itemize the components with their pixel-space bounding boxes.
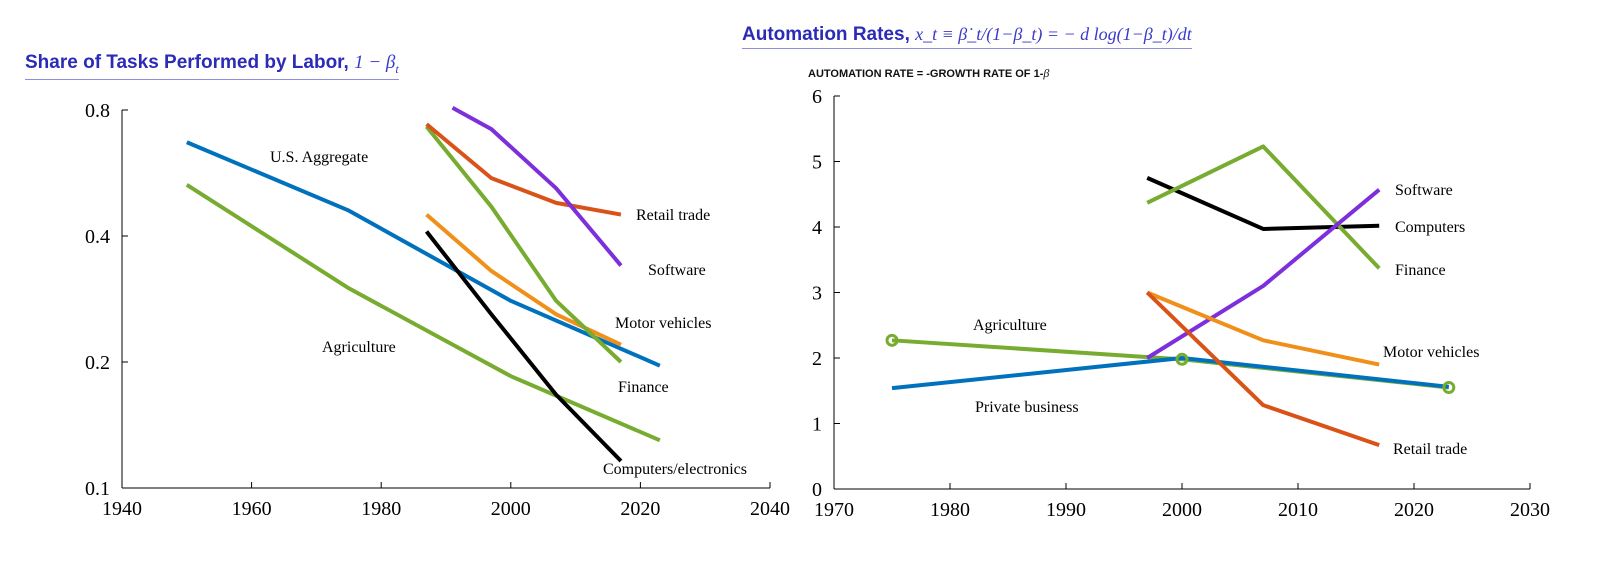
series-line-retail-trade [425,122,622,217]
series-label: Retail trade [636,207,710,224]
data-point-marker [1442,380,1456,394]
series-label: Motor vehicles [615,315,711,332]
series-label: Finance [618,379,669,396]
series-line-finance [425,125,623,364]
series-line-agriculture [185,183,661,443]
x-tick-label: 2020 [620,498,660,520]
series-label: Agriculture [973,317,1047,334]
x-tick-label: 1980 [930,499,970,521]
series-label: U.S. Aggregate [270,149,368,166]
subtitle-beta: β [1043,66,1050,80]
x-tick-label: 2010 [1278,499,1318,521]
series-line-motor-vehicles [1146,290,1380,367]
series-label: Software [648,262,706,279]
series-label: Retail trade [1393,441,1467,458]
left-title-math-sub: t [395,61,399,76]
x-tick-label: 1940 [102,498,142,520]
series-line-software [1146,188,1381,360]
left-chart: 1940 1960 1980 2000 2020 2040 0.1 0.2 0.4 0.8 U.S.… [85,100,790,520]
series-label: Computers/electronics [603,461,747,478]
right-chart-title: Automation Rates, x_t ≡ β̇_t/(1−β_t) = −… [742,24,1192,49]
right-chart: 1970 1980 1990 2000 2010 2020 2030 0 1 2 3 4 5 6 Agric… [812,86,1550,521]
y-tick-label: 0.1 [85,478,110,500]
left-title-math-main: 1 − β [354,52,396,73]
right-title-text: Automation Rates, [742,24,910,45]
series-label: Finance [1395,262,1446,279]
y-tick-label: 0.2 [85,352,110,374]
x-tick-label: 2000 [1162,499,1202,521]
subtitle-text: AUTOMATION RATE = -GROWTH RATE OF 1- [808,68,1044,80]
y-tick-label: 5 [812,152,822,174]
y-tick-label: 0.4 [85,226,110,248]
x-tick-label: 2030 [1510,499,1550,521]
x-tick-label: 1990 [1046,499,1086,521]
series-line-computers-electronics [424,230,623,463]
x-tick-label: 1980 [361,498,401,520]
series-line-retail-trade [1145,291,1380,448]
x-tick-label: 1960 [232,498,272,520]
series-line-software [451,105,623,267]
left-title-text: Share of Tasks Performed by Labor, [25,52,349,73]
data-point-marker [1175,352,1189,366]
series-line-private-business [891,356,1450,391]
right-chart-subtitle: AUTOMATION RATE = -GROWTH RATE OF 1-β [808,66,1049,81]
series-label: Computers [1395,219,1465,236]
y-tick-label: 4 [812,217,822,239]
right-title-math: x_t ≡ β̇_t/(1−β_t) = − d log(1−β_t)/dt [915,24,1192,44]
series-label: Agriculture [322,339,396,356]
series-line-u-s-aggregate [186,140,661,368]
y-tick-label: 1 [812,414,822,436]
y-tick-label: 0.8 [85,100,110,122]
data-point-marker [885,333,899,347]
left-title-math: 1 − βt [354,52,399,76]
series-line-finance [1146,144,1381,270]
y-tick-label: 2 [812,348,822,370]
left-chart-title: Share of Tasks Performed by Labor, 1 − β… [25,52,399,80]
y-tick-label: 0 [812,479,822,501]
y-tick-label: 6 [812,86,822,108]
x-tick-label: 1970 [814,499,854,521]
series-label: Software [1395,182,1453,199]
series-label: Private business [975,399,1079,416]
x-tick-label: 2040 [750,498,790,520]
y-tick-label: 3 [812,283,822,305]
series-line-motor-vehicles [425,213,622,347]
x-tick-label: 2000 [491,498,531,520]
series-label: Motor vehicles [1383,344,1479,361]
x-tick-label: 2020 [1394,499,1434,521]
